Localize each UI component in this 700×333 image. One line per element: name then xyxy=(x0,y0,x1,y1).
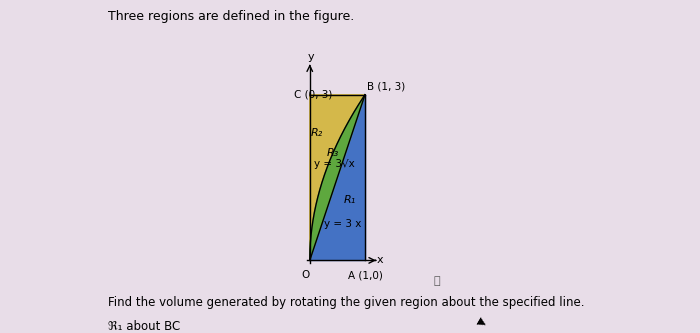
Text: y = 3 x: y = 3 x xyxy=(323,219,361,229)
Text: ⓘ: ⓘ xyxy=(434,276,440,286)
Text: ℜ₁ about BC: ℜ₁ about BC xyxy=(108,320,181,333)
Polygon shape xyxy=(310,95,365,260)
Text: ▶: ▶ xyxy=(476,316,489,329)
Text: y: y xyxy=(307,52,314,62)
Text: R₁: R₁ xyxy=(344,194,356,205)
Polygon shape xyxy=(310,95,365,260)
Text: B (1, 3): B (1, 3) xyxy=(367,82,405,92)
Polygon shape xyxy=(310,95,365,260)
Text: C (0, 3): C (0, 3) xyxy=(294,90,332,100)
Text: Find the volume generated by rotating the given region about the specified line.: Find the volume generated by rotating th… xyxy=(108,296,585,309)
Text: x: x xyxy=(377,255,384,265)
Text: R₂: R₂ xyxy=(310,128,323,139)
Text: A (1,0): A (1,0) xyxy=(348,270,382,280)
Text: R₃: R₃ xyxy=(327,148,339,158)
Text: y = 3√x: y = 3√x xyxy=(314,159,355,169)
Text: Three regions are defined in the figure.: Three regions are defined in the figure. xyxy=(108,10,355,23)
Text: O: O xyxy=(301,270,309,280)
